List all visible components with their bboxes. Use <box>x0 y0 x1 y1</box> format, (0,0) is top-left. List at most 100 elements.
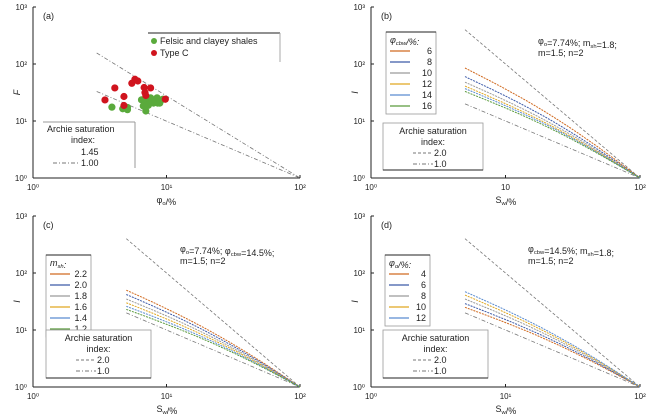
reference-line-2.0 <box>464 29 641 179</box>
x-tick-label: 10² <box>294 392 306 401</box>
data-point-type-c <box>111 84 119 92</box>
series-legend-label: 6 <box>421 280 426 290</box>
ref-legend-label: 1.0 <box>97 366 110 376</box>
data-point-type-c <box>146 84 155 92</box>
x-tick-label: 10⁰ <box>365 183 377 192</box>
series-line-2.0 <box>126 294 301 388</box>
data-point-type-c <box>101 96 109 104</box>
series-line-4 <box>464 306 641 388</box>
x-axis-label: φo/% <box>157 195 177 207</box>
panel-a: 10⁰ 10¹ 10² 10³ 10⁰ 10¹ 10² φo/% F (a) Felsic and … <box>12 3 306 207</box>
data-point-felsic <box>149 99 158 107</box>
y-tick-label: 10¹ <box>15 117 27 126</box>
x-tick-label: 10¹ <box>161 183 173 192</box>
y-axis-label: I <box>350 91 360 94</box>
y-tick-label: 10⁰ <box>353 383 365 392</box>
series-legend-label: 6 <box>427 46 432 56</box>
y-tick-label: 10² <box>15 269 27 278</box>
series-legend-title: φo/%: <box>389 258 412 270</box>
y-tick-label: 10¹ <box>353 326 365 335</box>
data-point-type-c <box>120 101 128 110</box>
parameter-annotation: φo=7.74%; msh=1.8; <box>538 36 617 50</box>
panel-label: (a) <box>43 11 54 21</box>
ref-legend-title: Archie saturation <box>65 333 133 343</box>
y-axis-label: I <box>350 300 360 303</box>
y-tick-label: 10⁰ <box>15 174 27 183</box>
parameter-annotation: m=1.5; n=2 <box>538 48 584 58</box>
ref-legend-box <box>45 329 152 379</box>
legend-marker <box>151 38 157 44</box>
legend-marker <box>151 50 157 56</box>
series-legend-label: 8 <box>427 57 432 67</box>
reference-line-1.0 <box>464 103 641 179</box>
y-tick-label: 10¹ <box>353 117 365 126</box>
data-point-type-c <box>161 95 169 103</box>
y-tick-label: 10⁰ <box>353 174 365 183</box>
parameter-annotation: φcbw=14.5%; msh=1.8; <box>528 244 614 258</box>
series-line-1.2 <box>126 308 301 388</box>
x-tick-label: 10² <box>294 183 306 192</box>
x-tick-label: 10 <box>501 183 510 192</box>
panel-label: (c) <box>43 220 54 230</box>
series-line-1.8 <box>126 298 301 388</box>
series-legend-label: 14 <box>422 90 432 100</box>
series-legend-label: 4 <box>421 269 426 279</box>
ref-legend-label: 2.0 <box>434 148 447 158</box>
x-tick-label: 10⁰ <box>27 392 39 401</box>
series-line-8 <box>464 298 641 388</box>
series-legend-box <box>384 254 431 327</box>
series-line-1.4 <box>126 305 301 388</box>
series-legend-label: 1.8 <box>74 291 87 301</box>
series-legend-label: 2.2 <box>74 269 87 279</box>
y-tick-label: 10¹ <box>15 326 27 335</box>
x-tick-label: 10⁰ <box>365 392 377 401</box>
x-tick-label: 10² <box>634 183 646 192</box>
data-point-type-c <box>142 91 150 100</box>
x-tick-label: 10⁰ <box>27 183 39 192</box>
parameter-annotation: φo=7.74%; φcbw=14.5%; <box>180 244 274 258</box>
y-axis-label: I <box>12 300 22 303</box>
legend-label: Type C <box>160 48 189 58</box>
ref-legend-label: 2.0 <box>97 355 110 365</box>
series-legend-label: 1.4 <box>74 313 87 323</box>
ref-legend-title-2: index: <box>423 344 447 354</box>
ref-legend-title-2: index: <box>71 135 95 145</box>
ref-legend-title-2: index: <box>86 344 110 354</box>
x-tick-label: 10¹ <box>161 392 173 401</box>
reference-line-1.0 <box>126 312 301 388</box>
y-tick-label: 10³ <box>15 212 27 221</box>
y-axis-label: F <box>12 89 22 95</box>
y-tick-label: 10³ <box>15 3 27 12</box>
legend-label: Felsic and clayey shales <box>160 36 258 46</box>
series-legend-label: 10 <box>416 302 426 312</box>
parameter-annotation: m=1.5; n=2 <box>528 256 574 266</box>
y-tick-label: 10⁰ <box>15 383 27 392</box>
series-legend-label: 8 <box>421 291 426 301</box>
ref-legend-title: Archie saturation <box>47 124 115 134</box>
series-legend-label: 16 <box>422 101 432 111</box>
reference-line-2.0 <box>464 238 641 388</box>
data-point-type-c <box>120 92 128 101</box>
reference-line-1.45 <box>96 52 301 179</box>
reference-line-1.0 <box>464 312 641 388</box>
data-point-felsic <box>142 107 150 115</box>
series-line-12 <box>464 291 641 388</box>
x-axis-label: Sw/% <box>496 404 517 416</box>
ref-legend-title: Archie saturation <box>399 126 467 136</box>
y-tick-label: 10² <box>15 60 27 69</box>
series-legend-label: 1.2 <box>74 324 87 334</box>
series-legend-label: 1.6 <box>74 302 87 312</box>
series-legend-label: 10 <box>422 68 432 78</box>
series-line-16 <box>464 90 641 179</box>
ref-legend-label: 1.0 <box>434 159 447 169</box>
y-tick-label: 10² <box>353 60 365 69</box>
series-legend-title: φcbw/%: <box>390 35 420 47</box>
series-line-10 <box>464 81 641 179</box>
x-axis-label: Sw/% <box>157 404 178 416</box>
series-legend-label: 12 <box>416 313 426 323</box>
reference-line-2.0 <box>126 238 301 388</box>
